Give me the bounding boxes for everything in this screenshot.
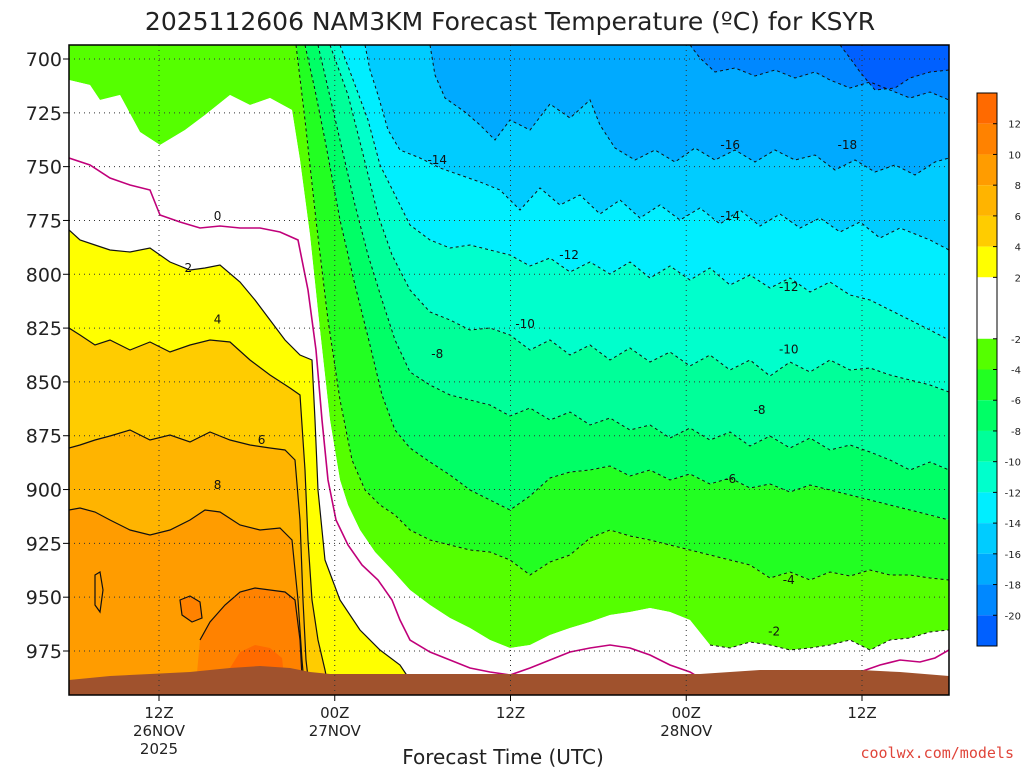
contour-label: 8 xyxy=(214,478,222,492)
colorbar-tick-label: -2 xyxy=(1011,335,1021,346)
gridlines xyxy=(69,45,949,695)
colorbar-band xyxy=(977,93,997,124)
zero-contour-lines xyxy=(69,157,949,679)
band-minus-14-to-minus-12 xyxy=(340,45,949,340)
y-axis: 700 725 750 775 800 825 850 875 900 925 950 975 xyxy=(26,49,69,663)
band-minus-12-to-minus-10 xyxy=(330,45,949,392)
x-tick-label: 00Z xyxy=(672,704,701,722)
colorbar-tick-label: 6 xyxy=(1015,212,1021,223)
y-tick-label: 850 xyxy=(26,372,62,394)
colorbar-band xyxy=(977,369,997,401)
colorbar-tick-label: -20 xyxy=(1005,611,1021,622)
contour-label: -12 xyxy=(559,248,579,262)
contour-label: -10 xyxy=(779,343,799,357)
colorbar-band xyxy=(977,246,997,278)
colorbar: 12 10 8 6 4 2 -2 -4 -6 -8 -10 -12 -14 -16 -18 -20 xyxy=(976,92,1021,647)
colorbar-tick-label: -4 xyxy=(1011,366,1021,377)
contour-label: -8 xyxy=(753,403,765,417)
y-tick-label: 725 xyxy=(26,103,62,125)
colorbar-band xyxy=(977,492,997,524)
x-tick-label: 27NOV xyxy=(309,722,362,740)
y-tick-label: 800 xyxy=(26,264,62,286)
x-tick-label: 28NOV xyxy=(660,722,713,740)
x-tick-label: 12Z xyxy=(144,704,173,722)
contour-label: -14 xyxy=(427,153,447,167)
colorbar-tick-label: 4 xyxy=(1015,243,1021,254)
x-tick-label: 2025 xyxy=(140,740,178,758)
contour-labels: 0 2 4 6 8 -14 -16 -18 -14 -12 -12 -10 -10 -8 -8 -6 -4 -2 xyxy=(184,138,857,639)
colorbar-tick-label: -18 xyxy=(1005,581,1021,592)
band-minus-4-to-minus-2 xyxy=(69,45,949,650)
colorbar-tick-label: 8 xyxy=(1015,181,1021,192)
plot-area: 0 2 4 6 8 -14 -16 -18 -14 -12 -12 -10 -10 -8 -8 -6 -4 -2 xyxy=(69,45,949,695)
colorbar-band xyxy=(977,400,997,431)
colorbar-band xyxy=(977,185,997,216)
colorbar-band xyxy=(977,338,997,370)
colorbar-band xyxy=(977,461,997,493)
y-tick-label: 750 xyxy=(26,157,62,179)
colorbar-band xyxy=(977,277,997,339)
colorbar-tick-label: -14 xyxy=(1005,519,1021,530)
colorbar-tick-label: -16 xyxy=(1005,550,1021,561)
x-tick-label: 00Z xyxy=(320,704,349,722)
y-tick-label: 975 xyxy=(26,641,62,663)
colorbar-tick-label: 10 xyxy=(1008,150,1021,161)
contour-label: 4 xyxy=(214,312,222,326)
colorbar-tick-label: 12 xyxy=(1008,120,1021,131)
y-tick-label: 875 xyxy=(26,426,62,448)
contour-label: 6 xyxy=(258,433,266,447)
colorbar-tick-label: -12 xyxy=(1005,488,1021,499)
contour-label: -12 xyxy=(779,280,799,294)
colorbar-band xyxy=(977,430,997,462)
contour-label: -14 xyxy=(720,209,740,223)
colorbar-tick-label: -6 xyxy=(1011,396,1021,407)
colorbar-band xyxy=(977,123,997,155)
colorbar-tick-label: -10 xyxy=(1005,458,1021,469)
band-minus-6-to-minus-4 xyxy=(296,45,949,580)
y-tick-label: 950 xyxy=(26,587,62,609)
plot-frame xyxy=(68,44,950,696)
terrain xyxy=(69,666,949,695)
contour-label: -6 xyxy=(724,472,736,486)
contour-label: -10 xyxy=(515,317,535,331)
y-tick-label: 775 xyxy=(26,210,62,232)
contour-label: -16 xyxy=(720,138,740,152)
band-minus-22-to-minus-20 xyxy=(840,45,949,90)
contour-label: 0 xyxy=(214,209,222,223)
colorbar-band xyxy=(977,215,997,247)
credit-text: coolwx.com/models xyxy=(860,744,1014,762)
band-minus-8-to-minus-6 xyxy=(305,45,949,520)
x-tick-label: 12Z xyxy=(847,704,876,722)
band-minus-10-to-minus-8 xyxy=(318,45,949,470)
colorbar-band xyxy=(977,523,997,554)
colorbar-band xyxy=(977,154,997,186)
band-minus-18-to-minus-16 xyxy=(430,45,949,175)
y-tick-label: 900 xyxy=(26,480,62,502)
contour-label: -8 xyxy=(431,347,443,361)
contour-label: -4 xyxy=(783,573,795,587)
colorbar-band xyxy=(977,615,997,646)
colorbar-band xyxy=(977,584,997,616)
colorbar-band xyxy=(977,553,997,585)
contour-label: -18 xyxy=(838,138,858,152)
cold-contour-lines xyxy=(295,45,949,651)
colorbar-tick-label: -8 xyxy=(1011,427,1021,438)
contour-label: -2 xyxy=(768,625,780,639)
colorbar-tick-label: 2 xyxy=(1015,273,1021,284)
x-tick-label: 12Z xyxy=(496,704,525,722)
warm-contour-lines xyxy=(69,229,411,695)
y-tick-label: 700 xyxy=(26,49,62,71)
y-tick-label: 925 xyxy=(26,533,62,555)
x-axis-label: Forecast Time (UTC) xyxy=(402,745,604,768)
band-12-to-14-patch xyxy=(180,596,202,622)
x-tick-label: 26NOV xyxy=(133,722,186,740)
chart-title: 2025112606 NAM3KM Forecast Temperature (… xyxy=(145,7,875,36)
contour-label: 2 xyxy=(184,261,192,275)
y-tick-label: 825 xyxy=(26,318,62,340)
